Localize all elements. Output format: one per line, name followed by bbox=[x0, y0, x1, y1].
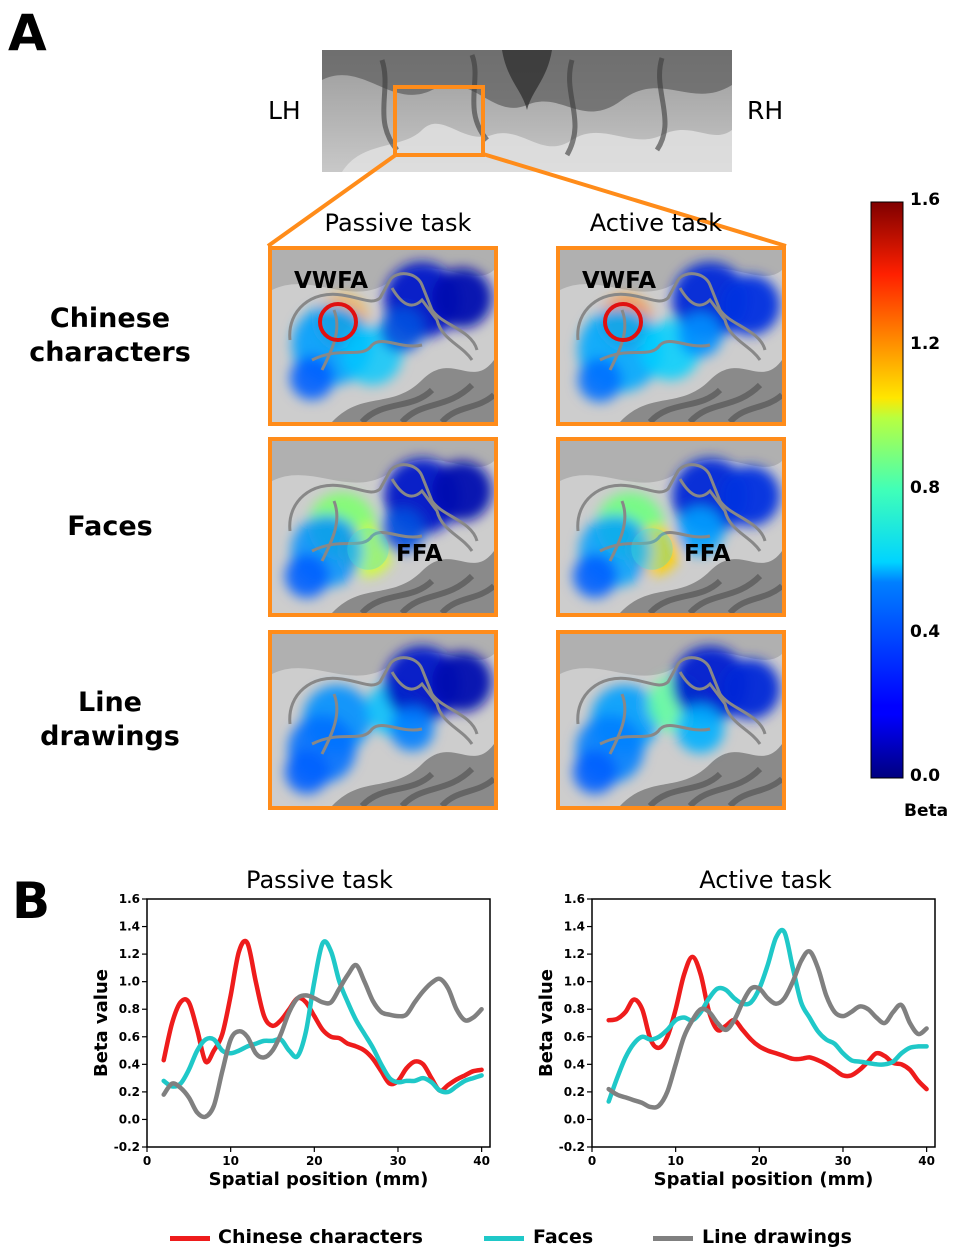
plot-frame bbox=[146, 898, 491, 1148]
x-tick-label: 0 bbox=[588, 1154, 596, 1168]
activation-map-panel: FFA bbox=[556, 437, 786, 617]
y-tick-label: 1.0 bbox=[119, 975, 140, 989]
x-tick-label: 40 bbox=[918, 1154, 935, 1168]
left-hemisphere-label: LH bbox=[268, 96, 301, 125]
row-label-line-drawings: Line drawings bbox=[40, 687, 180, 752]
panel-a-letter: A bbox=[8, 4, 47, 62]
chart-title-active: Active task bbox=[699, 866, 832, 894]
y-tick-label: 0.8 bbox=[564, 1002, 585, 1016]
y-tick-label: 0.6 bbox=[564, 1030, 585, 1044]
y-tick-label: 1.4 bbox=[564, 920, 585, 934]
y-tick-label: -0.2 bbox=[559, 1140, 585, 1154]
legend-label-line-drawings: Line drawings bbox=[702, 1226, 852, 1248]
activation-map-image bbox=[272, 634, 494, 806]
activation-map-panel: VWFA bbox=[556, 246, 786, 426]
x-tick-label: 30 bbox=[835, 1154, 852, 1168]
y-tick-label: 0.0 bbox=[564, 1112, 585, 1126]
series-line bbox=[161, 939, 484, 1095]
y-tick-label: 0.6 bbox=[119, 1030, 140, 1044]
colorbar-tick-label: 0.8 bbox=[910, 478, 941, 498]
legend-swatch-line-drawings bbox=[653, 1236, 693, 1241]
roi-label: FFA bbox=[396, 541, 443, 567]
series-line bbox=[161, 962, 484, 1120]
y-tick-label: 0.4 bbox=[119, 1057, 140, 1071]
activation-map-image bbox=[272, 441, 494, 613]
colorbar bbox=[870, 201, 904, 779]
legend-label-chinese: Chinese characters bbox=[218, 1226, 423, 1248]
activation-map-image bbox=[560, 634, 782, 806]
y-tick-label: 1.4 bbox=[119, 920, 140, 934]
y-tick-label: 1.0 bbox=[564, 975, 585, 989]
x-tick-label: 20 bbox=[751, 1154, 768, 1168]
row-label-faces: Faces bbox=[67, 511, 153, 542]
colorbar-tick-label: 1.6 bbox=[910, 190, 941, 210]
y-tick-label: 0.2 bbox=[119, 1085, 140, 1099]
y-tick-label: 0.8 bbox=[119, 1002, 140, 1016]
roi-label: VWFA bbox=[582, 268, 657, 294]
x-axis-label: Spatial position (mm) bbox=[654, 1169, 874, 1190]
panel-b-letter: B bbox=[12, 872, 51, 930]
colorbar-tick-label: 0.4 bbox=[910, 622, 941, 642]
x-tick-label: 30 bbox=[390, 1154, 407, 1168]
right-hemisphere-label: RH bbox=[747, 96, 784, 125]
y-tick-label: -0.2 bbox=[114, 1140, 140, 1154]
chart-title-passive: Passive task bbox=[246, 866, 393, 894]
series-line bbox=[606, 927, 929, 1104]
activation-map-panel bbox=[268, 630, 498, 810]
activation-map-image bbox=[560, 441, 782, 613]
column-title-passive: Passive task bbox=[324, 209, 472, 237]
y-tick-label: 1.6 bbox=[564, 892, 585, 906]
y-tick-label: 0.4 bbox=[564, 1057, 585, 1071]
y-tick-label: 1.2 bbox=[564, 947, 585, 961]
legend-swatch-faces bbox=[484, 1236, 524, 1241]
x-axis-label: Spatial position (mm) bbox=[209, 1169, 429, 1190]
series-line bbox=[606, 954, 929, 1092]
series-line bbox=[161, 938, 484, 1093]
activation-map-image bbox=[560, 250, 782, 422]
colorbar-tick-label: 1.2 bbox=[910, 334, 941, 354]
legend-swatch-chinese bbox=[170, 1236, 210, 1241]
zoom-region-box bbox=[393, 85, 485, 157]
activation-map-image bbox=[272, 250, 494, 422]
activation-map-panel: VWFA bbox=[268, 246, 498, 426]
column-title-active: Active task bbox=[589, 209, 723, 237]
y-axis-label: Beta value bbox=[91, 969, 112, 1077]
series-line bbox=[606, 949, 929, 1110]
colorbar-tick-label: 0.0 bbox=[910, 766, 941, 786]
y-tick-label: 0.0 bbox=[119, 1112, 140, 1126]
zoom-connector-lines bbox=[266, 152, 787, 248]
activation-map-panel: FFA bbox=[268, 437, 498, 617]
roi-label: VWFA bbox=[294, 268, 369, 294]
row-label-chinese: Chinese characters bbox=[29, 303, 191, 368]
line-chart-active: -0.2 0.0 0.2 0.4 0.6 0.8 1.0 1.2 1.4 1.6 0 10 20 30 40… bbox=[536, 892, 936, 1190]
legend: Chinese characters Faces Line drawings bbox=[0, 1222, 953, 1252]
legend-label-faces: Faces bbox=[533, 1226, 594, 1248]
y-tick-label: 0.2 bbox=[564, 1085, 585, 1099]
y-tick-label: 1.6 bbox=[119, 892, 140, 906]
x-tick-label: 10 bbox=[667, 1154, 684, 1168]
plot-frame bbox=[591, 898, 936, 1148]
x-tick-label: 10 bbox=[222, 1154, 239, 1168]
activation-map-panel bbox=[556, 630, 786, 810]
coronal-slice-image bbox=[322, 50, 732, 172]
y-axis-label: Beta value bbox=[536, 969, 557, 1077]
x-tick-label: 0 bbox=[143, 1154, 151, 1168]
line-chart-passive: -0.2 0.0 0.2 0.4 0.6 0.8 1.0 1.2 1.4 1.6 0 10 20 30 40… bbox=[91, 892, 491, 1190]
x-tick-label: 40 bbox=[473, 1154, 490, 1168]
x-tick-label: 20 bbox=[306, 1154, 323, 1168]
roi-label: FFA bbox=[684, 541, 731, 567]
y-tick-label: 1.2 bbox=[119, 947, 140, 961]
colorbar-label: Beta bbox=[904, 801, 949, 821]
